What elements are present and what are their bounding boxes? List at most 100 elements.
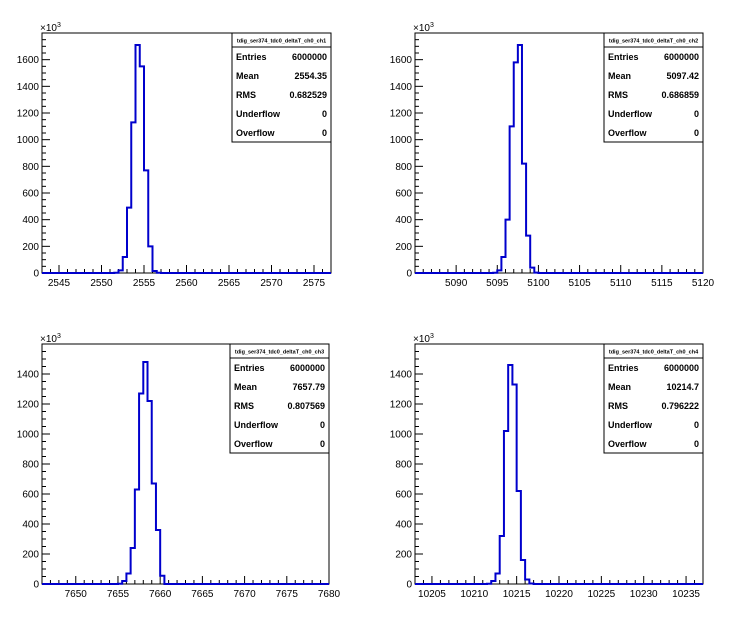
- stats-label: Mean: [608, 71, 631, 81]
- histogram-bin: [148, 401, 152, 584]
- histogram-outline: [415, 364, 703, 585]
- histogram-bin: [156, 530, 160, 584]
- stats-value: 7657.79: [292, 382, 325, 392]
- y-tick-label: 600: [22, 490, 39, 501]
- stats-value: 0.686859: [661, 90, 699, 100]
- y-tick-label: 0: [33, 580, 39, 591]
- stats-label: Overflow: [608, 128, 648, 138]
- histogram-bin: [160, 576, 164, 584]
- stats-value: 0: [322, 128, 327, 138]
- x-tick-label: 2545: [48, 278, 71, 289]
- histogram-title: tdig_ser374_tdc0_deltaT_ch0_ch4: [609, 350, 699, 356]
- y-tick-label: 400: [395, 215, 412, 226]
- y-tick-label: 1000: [17, 430, 40, 441]
- histogram-outline: [415, 44, 703, 274]
- y-tick-label: 1000: [390, 135, 413, 146]
- histogram-bin: [131, 122, 135, 273]
- histogram-bin: [512, 385, 516, 585]
- y-tick-label: 800: [22, 460, 39, 471]
- stats-label: Overflow: [236, 128, 276, 138]
- x-tick-label: 7680: [318, 589, 341, 600]
- stats-value: 10214.7: [666, 382, 699, 392]
- y-exponent-power: 3: [430, 22, 434, 29]
- y-tick-label: 200: [22, 242, 39, 253]
- y-tick-label: 1200: [17, 400, 40, 411]
- y-exponent-power: 3: [430, 333, 434, 340]
- y-exponent-label: ×103: [413, 333, 434, 345]
- histogram-bin: [504, 431, 508, 584]
- stats-label: Overflow: [608, 439, 648, 449]
- x-tick-label: 10225: [587, 589, 615, 600]
- histogram-bin: [143, 362, 147, 584]
- y-tick-label: 1200: [390, 109, 413, 120]
- stats-value: 6000000: [290, 363, 325, 373]
- histogram-outline: [42, 44, 331, 274]
- histogram-bin: [522, 164, 526, 273]
- y-exponent-label: ×103: [40, 22, 61, 34]
- x-tick-label: 2570: [260, 278, 283, 289]
- y-tick-label: 1600: [390, 55, 413, 66]
- histogram-bin: [152, 484, 156, 585]
- y-exponent-power: 3: [57, 333, 61, 340]
- stats-label: Underflow: [236, 109, 281, 119]
- histogram-bin: [518, 45, 522, 273]
- stats-value: 6000000: [292, 52, 327, 62]
- histogram-outline: [42, 361, 329, 585]
- y-tick-label: 1600: [17, 55, 40, 66]
- y-tick-label: 600: [22, 189, 39, 200]
- histogram-bin: [136, 45, 140, 273]
- y-tick-label: 1200: [390, 400, 413, 411]
- y-tick-label: 800: [395, 162, 412, 173]
- y-tick-label: 1400: [17, 82, 40, 93]
- stats-label: RMS: [234, 401, 254, 411]
- histogram-bin: [144, 170, 148, 273]
- histogram-panel-1: 0 200 400 600 800 1000 1200 1400 1600 2545 2550 255…: [17, 22, 332, 289]
- stats-label: Overflow: [234, 439, 274, 449]
- stats-label: Mean: [234, 382, 257, 392]
- stats-value: 0: [694, 439, 699, 449]
- y-tick-label: 400: [22, 520, 39, 531]
- x-tick-label: 10220: [545, 589, 573, 600]
- y-exponent-base: ×10: [40, 334, 57, 345]
- x-tick-label: 5120: [692, 278, 715, 289]
- stats-label: Entries: [608, 52, 639, 62]
- x-tick-label: 2560: [175, 278, 198, 289]
- y-exponent-base: ×10: [413, 334, 430, 345]
- x-tick-label: 10230: [630, 589, 658, 600]
- stats-value: 6000000: [664, 52, 699, 62]
- stats-value: 6000000: [664, 363, 699, 373]
- stats-value: 5097.42: [666, 71, 699, 81]
- y-tick-label: 0: [406, 580, 412, 591]
- stats-box-frame: [603, 343, 704, 454]
- stats-box: tdig_ser374_tdc0_deltaT_ch0_ch2 Entries 60…: [603, 32, 704, 143]
- stats-label: RMS: [608, 90, 628, 100]
- y-exponent-base: ×10: [413, 23, 430, 34]
- y-tick-label: 600: [395, 189, 412, 200]
- stats-value: 0: [322, 109, 327, 119]
- y-tick-label: 1000: [17, 135, 40, 146]
- histogram-panel-4: 0 200 400 600 800 1000 1200 1400 10205 10210 10215…: [390, 333, 704, 600]
- histogram-title: tdig_ser374_tdc0_deltaT_ch0_ch3: [235, 350, 324, 356]
- x-tick-label: 2575: [303, 278, 326, 289]
- x-tick-label: 7670: [233, 589, 256, 600]
- y-tick-label: 200: [395, 242, 412, 253]
- x-tick-label: 7665: [191, 589, 214, 600]
- histogram-bin: [508, 365, 512, 584]
- histogram-bin: [530, 268, 534, 273]
- stats-value: 2554.35: [294, 71, 327, 81]
- stats-label: Underflow: [234, 420, 279, 430]
- y-exponent-label: ×103: [40, 333, 61, 345]
- histogram-bin: [123, 257, 127, 273]
- histogram-bin: [153, 271, 157, 273]
- x-tick-label: 5105: [568, 278, 591, 289]
- stats-label: RMS: [608, 401, 628, 411]
- x-tick-label: 5095: [486, 278, 509, 289]
- stats-value: 0: [320, 439, 325, 449]
- x-tick-label: 2555: [133, 278, 156, 289]
- y-exponent-power: 3: [57, 22, 61, 29]
- stats-label: Entries: [234, 363, 265, 373]
- histogram-bin: [135, 490, 139, 585]
- y-tick-label: 800: [395, 460, 412, 471]
- x-tick-label: 5100: [527, 278, 550, 289]
